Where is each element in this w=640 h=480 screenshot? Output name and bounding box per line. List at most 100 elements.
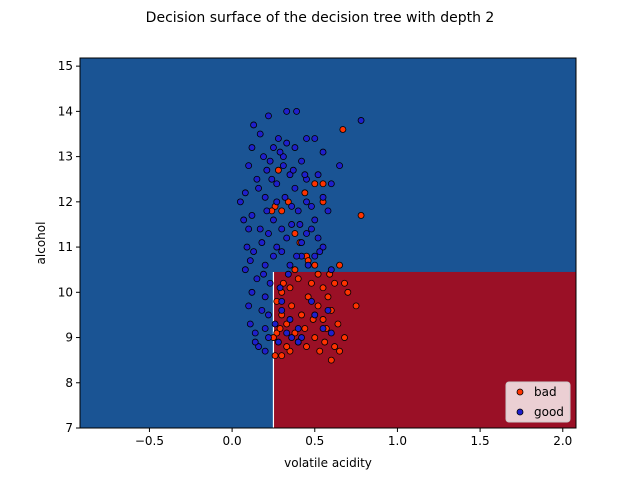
point-bad [336, 261, 343, 269]
point-good [304, 261, 312, 269]
y-tick-label: 10 [58, 285, 73, 299]
x-tick-label: 1.5 [471, 434, 490, 448]
point-good [294, 207, 302, 215]
point-good [298, 157, 305, 165]
point-good [319, 243, 327, 251]
point-bad [303, 343, 310, 350]
point-bad [341, 334, 348, 341]
point-bad [319, 180, 327, 188]
point-good [308, 202, 315, 210]
point-good [250, 248, 258, 255]
point-good [256, 130, 264, 138]
point-good [279, 162, 287, 170]
point-good [263, 207, 271, 215]
point-good [240, 216, 248, 224]
legend-label-good: good [534, 405, 564, 419]
point-good [311, 311, 319, 319]
point-good [357, 117, 365, 124]
point-good [274, 135, 282, 142]
point-good [248, 144, 256, 151]
y-axis-label: alcohol [34, 222, 48, 265]
point-good [268, 175, 276, 183]
point-good [291, 144, 299, 151]
x-axis: −0.5 0.0 0.5 1.0 1.5 2.0 [135, 428, 572, 448]
plot-area [79, 57, 577, 429]
x-tick-label: 1.0 [388, 434, 407, 448]
point-good [263, 166, 271, 174]
point-good [278, 306, 286, 314]
point-good [278, 225, 286, 233]
point-good [270, 252, 277, 260]
point-good [260, 153, 267, 161]
plot-frame [79, 57, 577, 429]
point-bad [286, 347, 294, 355]
point-good [294, 338, 302, 346]
point-good [281, 193, 289, 201]
point-bad [311, 334, 319, 341]
point-bad [344, 288, 352, 296]
point-good [311, 135, 319, 142]
point-bad [319, 284, 327, 292]
point-bad [294, 275, 302, 283]
point-good [291, 184, 299, 192]
decision-surface [80, 58, 576, 428]
point-good [294, 325, 302, 332]
point-good [266, 157, 274, 165]
point-good [288, 221, 296, 228]
point-good [296, 221, 304, 228]
y-tick-label: 8 [65, 376, 73, 390]
point-bad [301, 189, 309, 197]
point-good [303, 135, 310, 142]
y-tick-label: 15 [58, 59, 73, 73]
point-bad [278, 207, 286, 215]
point-bad [308, 279, 315, 287]
point-good [303, 230, 310, 237]
point-good [319, 193, 327, 201]
point-good [336, 162, 343, 170]
point-good [258, 306, 266, 314]
point-bad [331, 343, 339, 350]
point-bad [311, 261, 319, 269]
point-good [283, 329, 291, 337]
point-good [260, 270, 267, 278]
point-bad [276, 325, 284, 332]
point-good [261, 193, 269, 201]
point-good [253, 175, 261, 183]
point-good [327, 329, 335, 337]
point-good [314, 234, 322, 242]
point-good [293, 252, 300, 260]
point-good [265, 230, 272, 237]
point-bad [324, 293, 332, 301]
point-good [271, 320, 279, 328]
point-bad [319, 316, 327, 323]
scatter-points [236, 107, 365, 364]
point-good [319, 325, 327, 332]
legend: bad good [505, 381, 571, 423]
point-good [311, 216, 319, 224]
point-good [256, 225, 264, 233]
point-good [283, 139, 291, 147]
point-good [308, 297, 315, 305]
point-bad [283, 320, 291, 328]
point-good [316, 248, 324, 255]
point-bad [271, 352, 279, 360]
legend-label-bad: bad [534, 385, 557, 399]
point-bad [327, 356, 335, 364]
x-tick-label: 2.0 [553, 434, 572, 448]
point-good [327, 180, 335, 188]
point-good [255, 184, 262, 192]
point-good [241, 189, 249, 197]
x-tick-label: 0.0 [223, 434, 242, 448]
point-good [261, 293, 269, 301]
y-tick-label: 14 [58, 104, 73, 118]
point-good [279, 153, 287, 161]
point-bad [298, 311, 305, 319]
point-good [258, 239, 266, 246]
point-good [276, 148, 284, 156]
y-tick-label: 9 [65, 331, 73, 345]
x-tick-label: −0.5 [135, 434, 164, 448]
point-good [261, 325, 269, 332]
point-good [270, 144, 277, 151]
y-axis: 7 8 9 10 11 12 13 14 15 [58, 59, 80, 435]
